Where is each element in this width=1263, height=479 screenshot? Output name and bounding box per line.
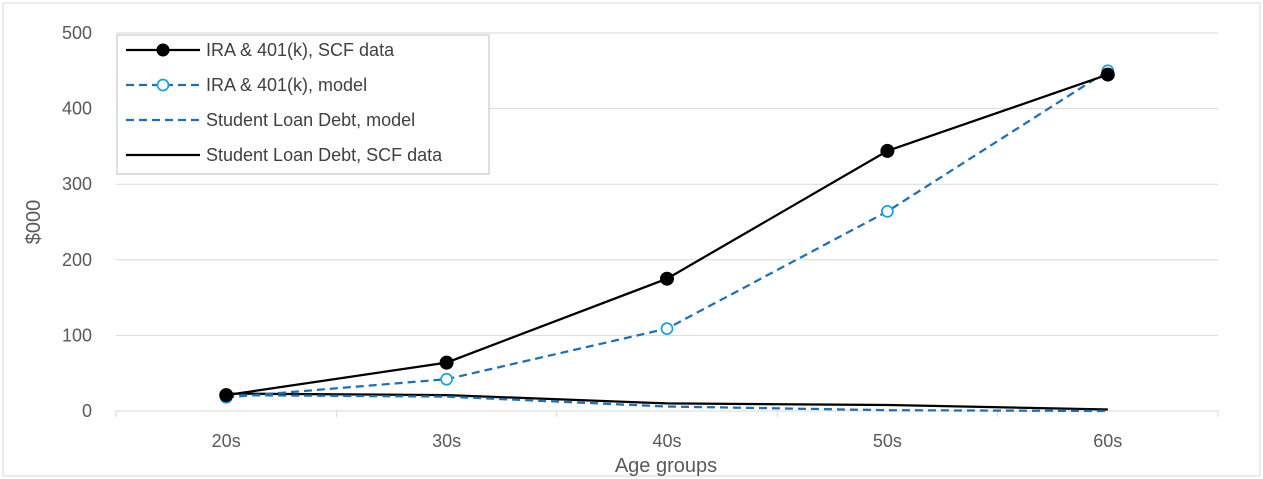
data-point	[1100, 67, 1115, 82]
x-tick-label: 50s	[873, 431, 902, 451]
legend-label: Student Loan Debt, SCF data	[206, 145, 443, 165]
legend: IRA & 401(k), SCF data IRA & 401(k), mode…	[116, 34, 490, 175]
y-tick-label: 500	[62, 23, 92, 43]
y-tick-label: 300	[62, 174, 92, 194]
x-tick-label: 30s	[432, 431, 461, 451]
series-line	[226, 392, 1108, 411]
data-point	[440, 372, 453, 386]
legend-item: Student Loan Debt, model	[126, 110, 415, 130]
data-point	[880, 143, 895, 158]
series-2	[226, 393, 1108, 413]
legend-item: IRA & 401(k), model	[126, 75, 367, 95]
series	[219, 64, 1115, 413]
data-point	[439, 355, 454, 370]
y-tick-label: 400	[62, 99, 92, 119]
data-point	[660, 322, 674, 335]
legend-item: IRA & 401(k), SCF data	[126, 40, 395, 60]
x-tick-label: 60s	[1093, 431, 1122, 451]
data-point	[219, 388, 234, 403]
x-tick-label: 20s	[212, 431, 241, 451]
legend-item: Student Loan Debt, SCF data	[126, 145, 443, 165]
legend-label: IRA & 401(k), SCF data	[206, 40, 395, 60]
y-tick-label: 0	[82, 401, 92, 421]
data-point	[881, 205, 894, 218]
legend-label: IRA & 401(k), model	[206, 75, 367, 95]
legend-swatch-marker	[156, 43, 170, 57]
legend-swatch-marker	[156, 78, 170, 92]
data-point	[660, 271, 674, 286]
x-tick-label: 40s	[652, 431, 681, 451]
y-tick-label: 100	[62, 325, 92, 345]
x-axis-title: Age groups	[615, 455, 717, 477]
legend-label: Student Loan Debt, model	[206, 110, 415, 130]
y-tick-label: 200	[62, 250, 92, 270]
series-3	[226, 392, 1108, 411]
gridlines	[116, 32, 1218, 336]
y-axis-title: $000	[23, 200, 45, 245]
axes: 0 100 200 300 400 500 20s 30s 40s 50s 60s	[62, 23, 1219, 451]
legend-box	[116, 34, 490, 175]
series-0	[219, 67, 1115, 403]
series-line	[226, 393, 1108, 413]
